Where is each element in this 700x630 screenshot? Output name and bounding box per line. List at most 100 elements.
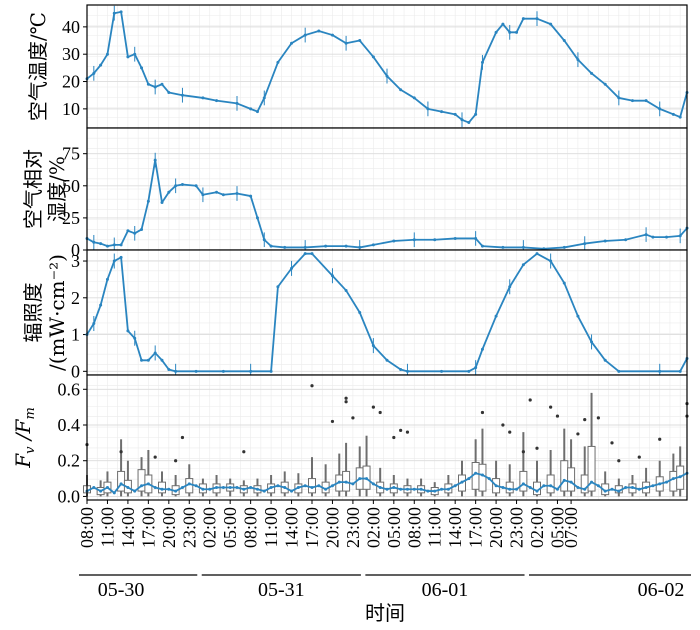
data-point (365, 477, 368, 480)
x-tick-label: 05:00 (384, 507, 404, 548)
data-point (583, 488, 586, 491)
data-point (195, 370, 198, 373)
data-point (133, 53, 136, 56)
data-point (631, 99, 634, 102)
y-tick-label: 2 (71, 288, 80, 308)
data-point (679, 475, 682, 478)
data-point (645, 486, 648, 489)
data-point (597, 484, 600, 487)
data-point (106, 278, 109, 281)
box (547, 475, 554, 493)
data-point (645, 233, 648, 236)
data-point (331, 34, 334, 37)
data-point (161, 83, 164, 86)
x-tick-label: 02:00 (527, 507, 547, 548)
data-point (167, 91, 170, 94)
data-point (583, 242, 586, 245)
data-point (508, 31, 511, 34)
data-point (563, 246, 566, 249)
data-point (304, 246, 307, 249)
data-point (406, 488, 409, 491)
data-point (358, 246, 361, 249)
outlier-point (174, 459, 177, 462)
data-point (229, 486, 232, 489)
data-point (351, 482, 354, 485)
data-point (611, 488, 614, 491)
outlier-point (508, 431, 511, 434)
data-point (665, 236, 668, 239)
data-point (590, 340, 593, 343)
data-point (358, 311, 361, 314)
data-point (508, 488, 511, 491)
data-point (522, 263, 525, 266)
data-point (474, 472, 477, 475)
data-point (440, 370, 443, 373)
data-point (167, 368, 170, 371)
x-tick-label: 20:00 (159, 507, 179, 548)
data-point (522, 17, 525, 20)
data-point (522, 246, 525, 249)
data-point (617, 370, 620, 373)
data-point (133, 337, 136, 340)
data-point (120, 482, 123, 485)
data-point (399, 488, 402, 491)
y-axis-title: Fv /Fm (11, 407, 38, 469)
data-point (201, 96, 204, 99)
box (568, 468, 575, 491)
data-point (604, 240, 607, 243)
data-point (126, 55, 129, 58)
x-tick-label: 11:00 (261, 507, 281, 547)
data-point (147, 200, 150, 203)
y-axis-title-line2: 湿度/% (45, 156, 69, 222)
data-point (324, 488, 327, 491)
data-point (679, 234, 682, 237)
box (479, 464, 486, 491)
data-point (576, 486, 579, 489)
data-point (345, 42, 348, 45)
x-tick-label: 11:00 (97, 507, 117, 547)
data-point (406, 370, 409, 373)
outlier-point (331, 420, 334, 423)
data-point (515, 488, 518, 491)
data-point (645, 99, 648, 102)
data-point (188, 482, 191, 485)
data-point (474, 113, 477, 116)
outlier-point (535, 447, 538, 450)
data-point (570, 481, 573, 484)
data-point (420, 488, 423, 491)
data-point (413, 96, 416, 99)
data-point (372, 55, 375, 58)
data-point (467, 370, 470, 373)
data-point (304, 252, 307, 255)
data-point (372, 344, 375, 347)
data-point (92, 72, 95, 75)
data-point (270, 370, 273, 373)
data-point (440, 488, 443, 491)
data-point (576, 58, 579, 61)
date-label: 05-31 (258, 579, 305, 601)
data-point (604, 359, 607, 362)
x-tick-label: 23:00 (507, 507, 527, 548)
data-point (454, 113, 457, 116)
data-point (181, 183, 184, 186)
outlier-point (576, 432, 579, 435)
outlier-point (392, 436, 395, 439)
data-point (99, 490, 102, 493)
panel-humidity: 0 25 50 75 空气相对 湿度/% (21, 128, 689, 260)
data-point (590, 72, 593, 75)
y-tick-label: 10 (62, 99, 80, 119)
data-point (167, 488, 170, 491)
data-point (536, 17, 539, 20)
data-point (501, 23, 504, 26)
data-point (501, 486, 504, 489)
data-point (276, 285, 279, 288)
data-point (467, 477, 470, 480)
date-label: 05-30 (98, 579, 145, 601)
x-tick-label: 17:00 (302, 507, 322, 548)
data-point (549, 260, 552, 263)
y-tick-label: 30 (62, 44, 80, 64)
data-point (672, 477, 675, 480)
data-point (249, 107, 252, 110)
data-point (481, 245, 484, 248)
data-point (222, 486, 225, 489)
